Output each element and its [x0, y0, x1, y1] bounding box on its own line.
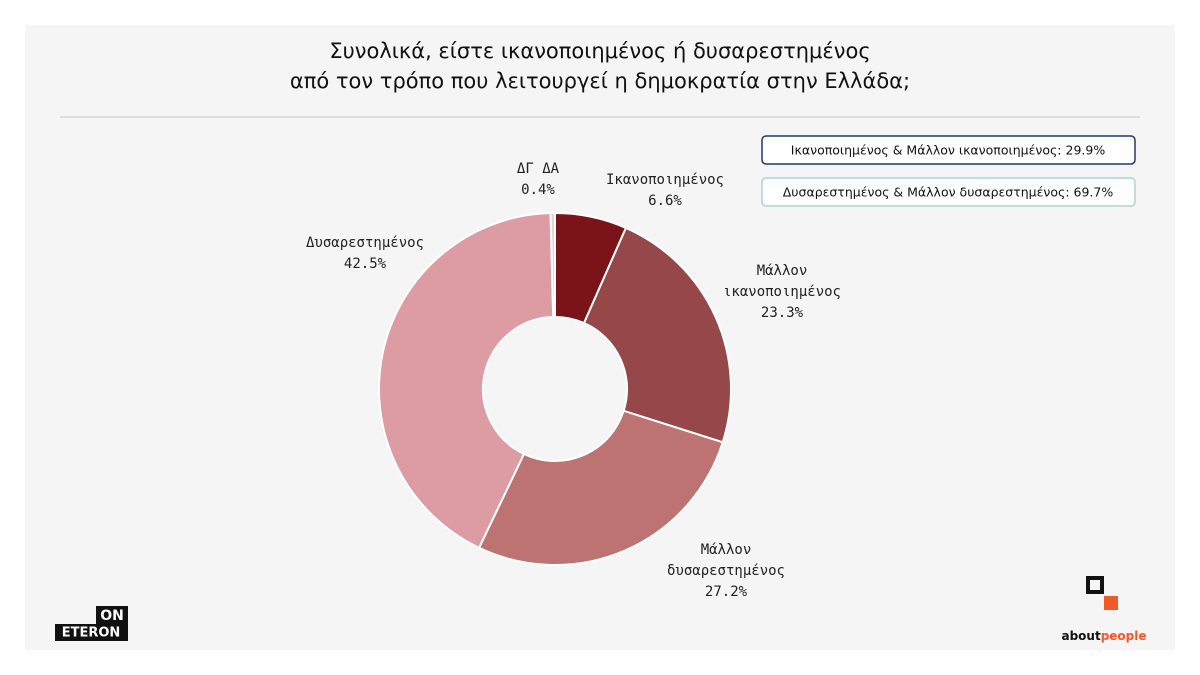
eteron-logo: ON ETERON [55, 606, 128, 641]
slice [378, 212, 555, 550]
label-line: δυσαρεστημένος [667, 563, 785, 579]
label-line: ΔΓ ΔΑ [517, 161, 560, 177]
slice-label: Μάλλον δυσαρεστημένος [667, 542, 785, 579]
annotation: Δυσαρεστημένος & Μάλλον δυσαρεστημένος: … [783, 185, 1114, 200]
annotation-box [761, 177, 1136, 207]
logo-text: aboutpeople [1061, 629, 1146, 643]
logo-block [55, 624, 128, 641]
chart-title: Συνολικά, είστε ικανοποιημένος ή δυσαρεσ… [329, 39, 870, 63]
chart-title: από τον τρόπο που λειτουργεί η δημοκρατί… [290, 69, 910, 93]
logo-text: ETERON [62, 626, 121, 641]
label-line: Ικανοποιημένος [606, 172, 724, 188]
slice-label: Ικανοποιημένος [606, 172, 724, 188]
slice-label: ΔΓ ΔΑ [517, 161, 560, 177]
annotation-box [761, 135, 1136, 165]
slice-label: Δυσαρεστημένος [306, 235, 424, 251]
logo-text: ON [100, 608, 124, 624]
label-line: Μάλλον [701, 542, 752, 558]
logo-block [96, 606, 128, 624]
aboutpeople-logo: aboutpeople [1061, 576, 1147, 643]
logo-people: people [1101, 629, 1147, 643]
logo-about: about [1061, 629, 1100, 643]
annotation: Ικανοποιημένος & Μάλλον ικανοποιημένος: … [791, 143, 1106, 158]
label-line: Δυσαρεστημένος [306, 235, 424, 251]
value-label: 6.6% [648, 193, 682, 209]
slice [582, 226, 732, 444]
label-line: ικανοποιημένος [723, 284, 841, 300]
slice [477, 409, 724, 566]
logo-icon [1086, 576, 1104, 594]
slice-label: Μάλλον ικανοποιημένος [723, 263, 841, 300]
value-label: 23.3% [761, 305, 804, 321]
value-label: 27.2% [705, 584, 748, 600]
value-label: 42.5% [344, 256, 387, 272]
slice [549, 211, 556, 319]
label-line: Μάλλον [757, 263, 808, 279]
value-label: 0.4% [521, 182, 555, 198]
logo-icon [1104, 596, 1118, 610]
